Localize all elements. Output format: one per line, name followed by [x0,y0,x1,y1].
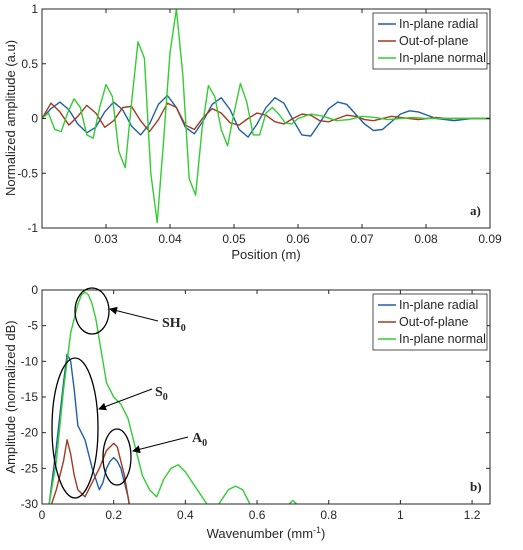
panel-a-series-layer [42,9,490,224]
annotation-a0: A0 [102,428,207,486]
annotation-a0-arrow [132,436,189,454]
panel-b-y-tick-label: -10 [21,354,39,368]
panel-a-x-tick-label: 0.08 [414,232,438,246]
panel-b-legend-label-radial: In-plane radial [399,298,478,312]
panel-a-x-tick-label: 0.03 [94,232,118,246]
panel-b-series-line-0 [48,353,130,504]
panel-b-y-tick-label: -20 [21,426,39,440]
panel-b-x-tick-label: 1 [397,508,404,522]
panel-a-x-tick-label: 0.05 [222,232,246,246]
panel-b-legend-label-out-of-plane: Out-of-plane [399,315,469,329]
panel-b-y-tick-label: 0 [31,283,38,297]
panel-a-y-axis-label: Normalized amplitude (a.u) [3,40,18,196]
panel-b-y-tick-label: -5 [27,319,38,333]
annotation-s0: S0 [51,357,168,499]
panel-b-series-line-1 [50,439,130,504]
panel-a-legend-label-radial: In-plane radial [399,17,478,31]
annotation-sh0-arrow [109,306,159,322]
panel-a-series-line-0 [42,94,490,138]
panel-a-y-tick-label: 1 [31,2,38,16]
panel-b-y-tick-label: -30 [21,497,39,511]
panel-a-legend-label-out-of-plane: Out-of-plane [399,34,469,48]
panel-a-y-tick-label: -1 [27,221,38,235]
panel-b-x-tick-label: 0.2 [105,508,122,522]
panel-b-series-line-2 [48,291,298,504]
panel-a-legend: In-plane radial Out-of-plane In-plane no… [372,12,488,70]
panel-b-x-tick-label: 0 [39,508,46,522]
panel-b-y-ticks: -30 -25 -20 -15 -10 -5 0 [21,283,490,511]
panel-b-x-axis-label-superscript: -1 [313,525,321,535]
panel-a-x-tick-label: 0.04 [158,232,182,246]
panel-a-x-tick-label: 0.09 [478,232,502,246]
panel-b-y-axis-label: Amplitude (normalized dB) [3,320,18,473]
annotation-s0-ellipse [51,357,99,499]
panel-b-x-tick-label: 0.4 [177,508,194,522]
panel-a-x-ticks: 0.03 0.04 0.05 0.06 0.07 0.08 0.09 [94,9,502,246]
panel-b-x-tick-label: 0.8 [320,508,337,522]
panel-b-x-axis-label: Wavenumber (mm-1) [207,525,326,541]
panel-b-x-axis-label-main: Wavenumber (mm [207,526,313,541]
panel-a-y-tick-label: -0.5 [17,166,38,180]
panel-a-y-ticks: -1 -0.5 0 0.5 1 [17,2,490,235]
annotation-s0-label: S0 [155,385,168,403]
panel-a-y-tick-label: 0 [31,112,38,126]
annotation-a0-label: A0 [192,431,207,449]
panel-b-x-ticks: 0 0.2 0.4 0.6 0.8 1 1.2 [39,290,481,522]
annotation-s0-arrow [98,388,153,411]
panel-b-series-layer [48,291,298,504]
panel-b: 0 0.2 0.4 0.6 0.8 1 1.2 -30 -25 -20 -15 -10 -5 0 Wav… [3,283,491,541]
panel-a-x-axis-label: Position (m) [231,247,300,262]
panel-a-tag: a) [470,203,481,218]
panel-b-y-tick-label: -25 [21,461,39,475]
panel-a-y-tick-label: 0.5 [21,57,38,71]
annotation-sh0-label: SH0 [162,316,186,334]
panel-a-legend-label-normal: In-plane normal [399,51,486,65]
panel-b-x-tick-label: 1.2 [464,508,481,522]
annotation-sh0-ellipse [74,287,110,335]
annotation-a0-ellipse [102,428,132,486]
panel-b-legend: In-plane radial Out-of-plane In-plane no… [372,293,488,351]
panel-b-tag: b) [470,479,482,494]
panel-b-x-axis-label-end: ) [321,526,325,541]
panel-b-legend-label-normal: In-plane normal [399,332,486,346]
panel-b-y-tick-label: -15 [21,390,39,404]
panel-a-x-tick-label: 0.07 [350,232,374,246]
panel-a-x-tick-label: 0.06 [286,232,310,246]
annotation-sh0: SH0 [74,287,186,335]
panel-a: 0.03 0.04 0.05 0.06 0.07 0.08 0.09 -1 -0.5 0 0.5 1… [3,2,502,262]
panel-a-series-line-2 [42,9,490,224]
panel-b-x-tick-label: 0.6 [249,508,266,522]
